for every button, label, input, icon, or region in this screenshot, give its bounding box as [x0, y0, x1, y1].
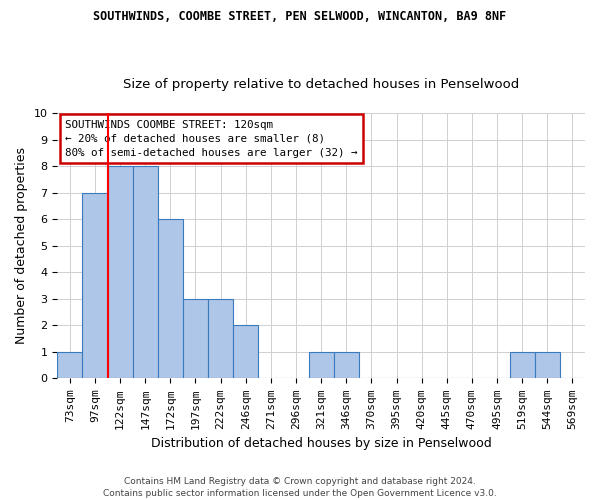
- Y-axis label: Number of detached properties: Number of detached properties: [15, 147, 28, 344]
- X-axis label: Distribution of detached houses by size in Penselwood: Distribution of detached houses by size …: [151, 437, 491, 450]
- Bar: [233, 326, 259, 378]
- Bar: [509, 352, 535, 378]
- Bar: [133, 166, 158, 378]
- Bar: [334, 352, 359, 378]
- Bar: [82, 192, 107, 378]
- Title: Size of property relative to detached houses in Penselwood: Size of property relative to detached ho…: [123, 78, 519, 91]
- Bar: [183, 299, 208, 378]
- Bar: [308, 352, 334, 378]
- Bar: [107, 166, 133, 378]
- Bar: [208, 299, 233, 378]
- Bar: [535, 352, 560, 378]
- Text: Contains HM Land Registry data © Crown copyright and database right 2024.
Contai: Contains HM Land Registry data © Crown c…: [103, 476, 497, 498]
- Bar: [158, 219, 183, 378]
- Text: SOUTHWINDS COOMBE STREET: 120sqm
← 20% of detached houses are smaller (8)
80% of: SOUTHWINDS COOMBE STREET: 120sqm ← 20% o…: [65, 120, 358, 158]
- Text: SOUTHWINDS, COOMBE STREET, PEN SELWOOD, WINCANTON, BA9 8NF: SOUTHWINDS, COOMBE STREET, PEN SELWOOD, …: [94, 10, 506, 23]
- Bar: [57, 352, 82, 378]
